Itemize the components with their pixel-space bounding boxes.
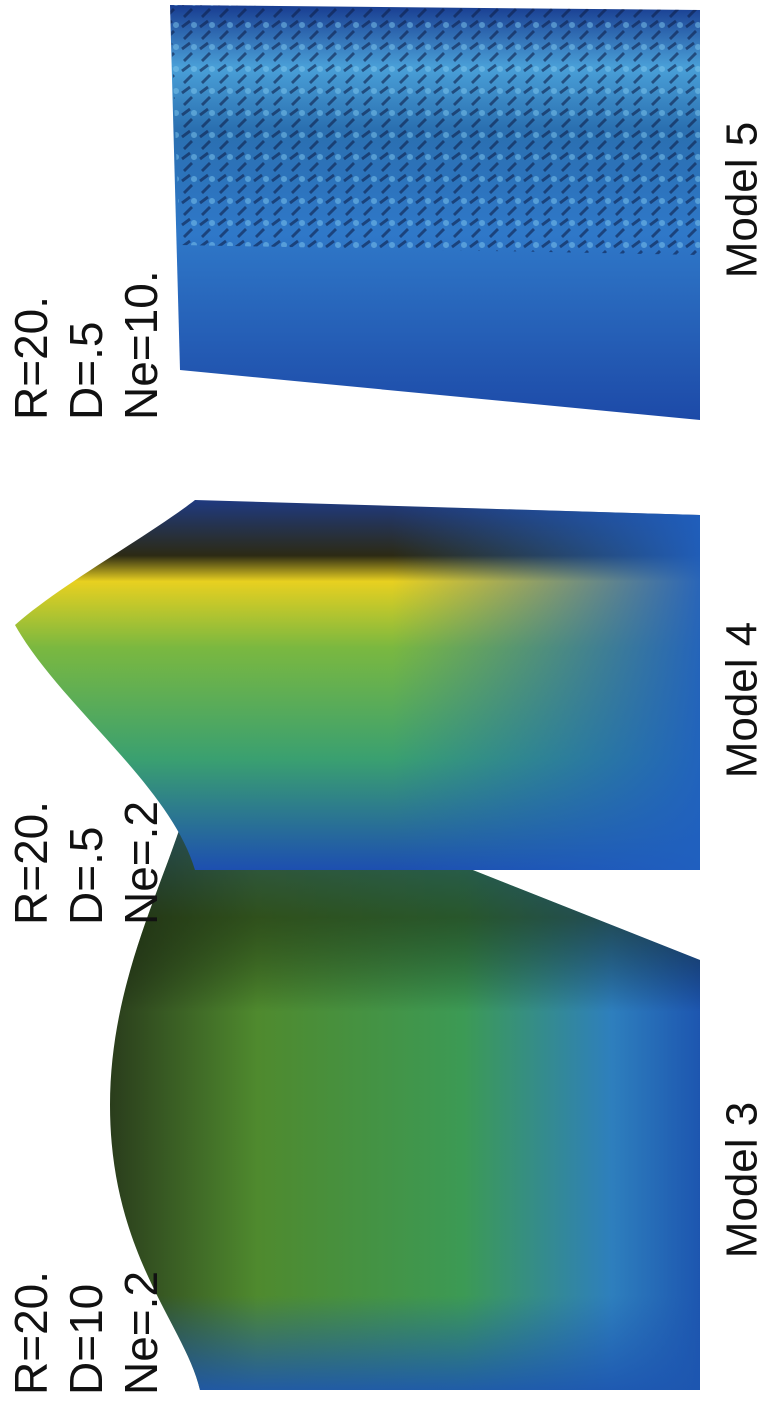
parameter: D=.5 xyxy=(60,322,112,420)
parameter: D=.5 xyxy=(60,827,112,925)
model-label: Model 3 xyxy=(718,1102,767,1259)
parameter: R=20. xyxy=(5,801,57,925)
parameter: R=20. xyxy=(5,1271,57,1395)
figure: R=20.D=10Ne=.2Model 3R=20.D=.5Ne=.2Model… xyxy=(0,0,768,1405)
panel-model-5 xyxy=(170,5,700,420)
model-label: Model 5 xyxy=(718,122,767,279)
parameter: Ne=.2 xyxy=(115,1271,167,1395)
model-label: Model 4 xyxy=(718,622,767,779)
parameter: R=20. xyxy=(5,296,57,420)
surface-texture xyxy=(170,5,700,255)
page: R=20.D=10Ne=.2Model 3R=20.D=.5Ne=.2Model… xyxy=(0,0,768,1405)
parameter: D=10 xyxy=(60,1284,112,1395)
parameter: Ne=10. xyxy=(115,270,167,420)
parameter: Ne=.2 xyxy=(115,801,167,925)
